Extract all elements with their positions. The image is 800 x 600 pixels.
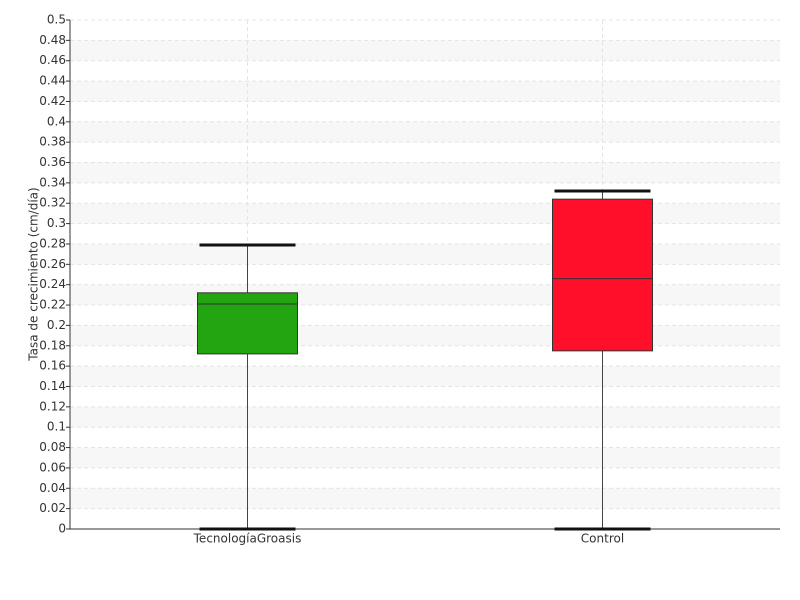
y-tick-label: 0.34 <box>39 175 66 189</box>
grid-band <box>70 162 780 183</box>
grid-band <box>70 81 780 102</box>
grid-band <box>70 488 780 509</box>
y-tick-label: 0.36 <box>39 155 66 169</box>
grid-band <box>70 284 780 306</box>
y-tick-label: 0.44 <box>39 74 66 88</box>
y-tick-label: 0.4 <box>47 114 66 128</box>
y-tick-label: 0.46 <box>39 53 66 67</box>
y-tick-label: 0.08 <box>39 440 66 454</box>
y-tick-label: 0.28 <box>39 236 66 250</box>
grid-band <box>70 243 780 265</box>
grid-band <box>70 325 780 346</box>
grid-band <box>70 447 780 468</box>
y-tick-label: 0.06 <box>39 460 66 474</box>
x-tick-label: Control <box>581 532 624 546</box>
box <box>197 292 298 355</box>
y-tick-label: 0.1 <box>47 420 66 434</box>
x-tick-label: TecnologíaGroasis <box>193 532 302 546</box>
grid-band <box>70 406 780 428</box>
y-tick-label: 0.3 <box>47 216 66 230</box>
y-tick-label: 0.26 <box>39 257 66 271</box>
y-tick-label: 0.14 <box>39 379 66 393</box>
y-tick-label: 0.42 <box>39 94 66 108</box>
y-tick-label: 0.02 <box>39 501 66 515</box>
y-tick-label: 0.48 <box>39 33 66 47</box>
y-tick-label: 0.24 <box>39 277 66 291</box>
grid-band <box>70 121 780 143</box>
y-tick-label: 0.16 <box>39 359 66 373</box>
grid-band <box>70 40 780 61</box>
y-tick-label: 0.38 <box>39 135 66 149</box>
y-tick-label: 0.2 <box>47 318 66 332</box>
y-tick-label: 0.5 <box>47 13 66 27</box>
y-tick-label: 0 <box>58 522 66 536</box>
y-tick-label: 0.22 <box>39 298 66 312</box>
y-tick-label: 0.32 <box>39 196 66 210</box>
grid-band <box>70 203 780 224</box>
y-tick-label: 0.04 <box>39 481 66 495</box>
y-tick-label: 0.18 <box>39 338 66 352</box>
y-axis-label: Tasa de crecimiento (cm/día) <box>27 187 41 361</box>
grid-band <box>70 366 780 387</box>
box <box>552 198 653 352</box>
y-tick-label: 0.12 <box>39 399 66 413</box>
